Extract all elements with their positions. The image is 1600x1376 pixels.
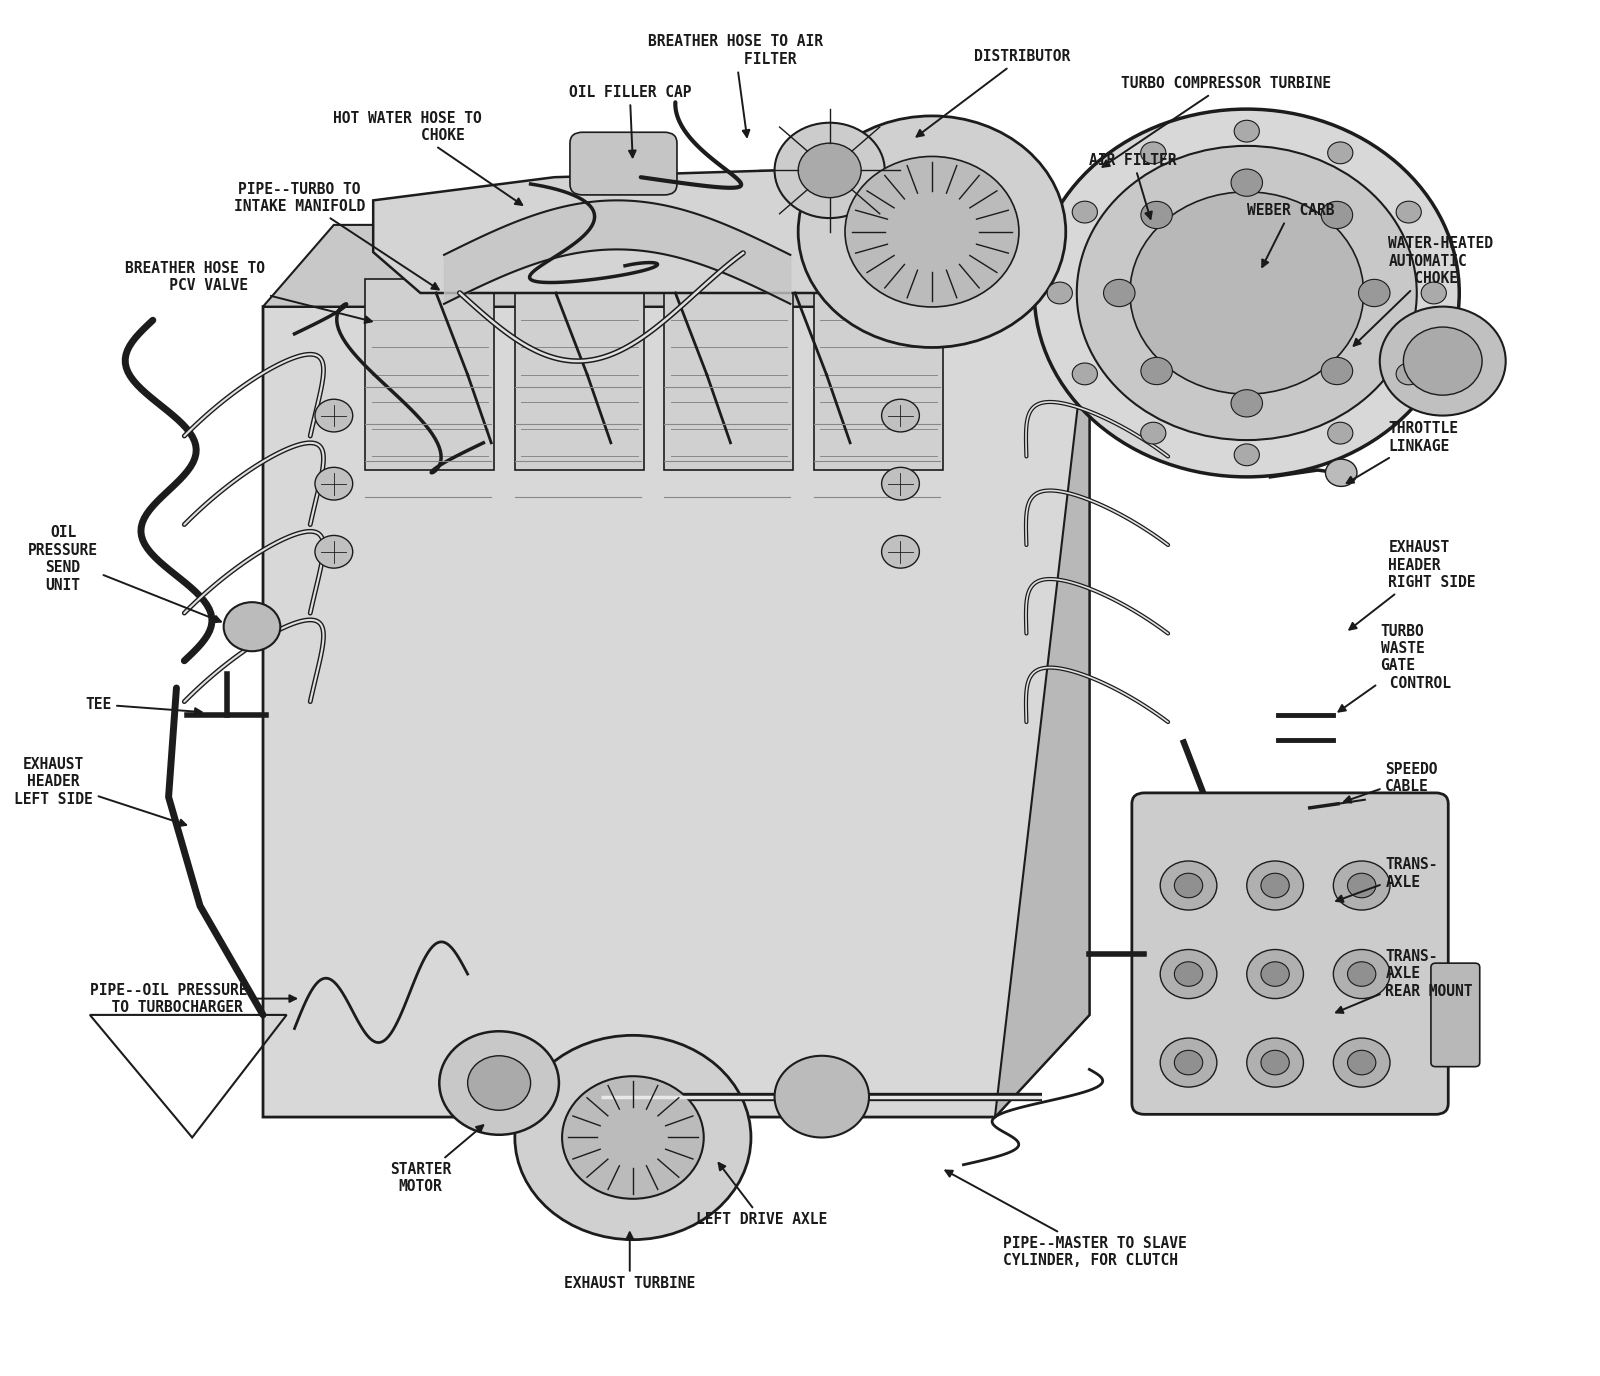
Circle shape xyxy=(1072,363,1098,385)
Text: LEFT DRIVE AXLE: LEFT DRIVE AXLE xyxy=(696,1163,827,1227)
Text: EXHAUST
HEADER
RIGHT SIDE: EXHAUST HEADER RIGHT SIDE xyxy=(1349,541,1475,630)
Circle shape xyxy=(1034,109,1459,477)
Text: OIL
PRESSURE
SEND
UNIT: OIL PRESSURE SEND UNIT xyxy=(29,526,221,622)
Text: EXHAUST TURBINE: EXHAUST TURBINE xyxy=(565,1233,696,1292)
Circle shape xyxy=(1333,1038,1390,1087)
Text: BREATHER HOSE TO AIR
        FILTER: BREATHER HOSE TO AIR FILTER xyxy=(648,34,822,136)
Circle shape xyxy=(467,1055,531,1110)
Circle shape xyxy=(1328,422,1354,444)
Text: THROTTLE
LINKAGE: THROTTLE LINKAGE xyxy=(1347,421,1459,483)
Text: TEE: TEE xyxy=(85,696,202,716)
Circle shape xyxy=(1261,874,1290,897)
Text: TURBO COMPRESSOR TURBINE: TURBO COMPRESSOR TURBINE xyxy=(1102,77,1331,166)
FancyBboxPatch shape xyxy=(365,279,494,471)
Polygon shape xyxy=(262,307,1090,1117)
Circle shape xyxy=(1174,1050,1203,1075)
Circle shape xyxy=(1333,949,1390,999)
Text: TURBO
WASTE
GATE
 CONTROL: TURBO WASTE GATE CONTROL xyxy=(1339,623,1451,711)
Circle shape xyxy=(440,1031,558,1135)
Circle shape xyxy=(1160,949,1218,999)
Circle shape xyxy=(798,143,861,198)
Circle shape xyxy=(845,157,1019,307)
Circle shape xyxy=(1358,279,1390,307)
Text: TRANS-
AXLE: TRANS- AXLE xyxy=(1336,857,1438,901)
Text: HOT WATER HOSE TO
        CHOKE: HOT WATER HOSE TO CHOKE xyxy=(333,110,522,205)
Circle shape xyxy=(1246,1038,1304,1087)
Circle shape xyxy=(315,535,352,568)
FancyBboxPatch shape xyxy=(664,279,794,471)
Circle shape xyxy=(1397,363,1421,385)
Circle shape xyxy=(1077,146,1416,440)
Polygon shape xyxy=(262,224,1168,307)
Circle shape xyxy=(1347,1050,1376,1075)
Text: WEBER CARB: WEBER CARB xyxy=(1246,204,1334,267)
Text: BREATHER HOSE TO
   PCV VALVE: BREATHER HOSE TO PCV VALVE xyxy=(125,260,371,323)
Circle shape xyxy=(1174,962,1203,987)
Circle shape xyxy=(1333,861,1390,910)
Circle shape xyxy=(1141,422,1166,444)
Text: EXHAUST
HEADER
LEFT SIDE: EXHAUST HEADER LEFT SIDE xyxy=(14,757,186,826)
Circle shape xyxy=(1246,861,1304,910)
Circle shape xyxy=(315,468,352,499)
Circle shape xyxy=(1328,142,1354,164)
Text: PIPE--OIL PRESSURE
  TO TURBOCHARGER: PIPE--OIL PRESSURE TO TURBOCHARGER xyxy=(90,982,296,1015)
Circle shape xyxy=(1234,444,1259,465)
Text: PIPE--TURBO TO
INTAKE MANIFOLD: PIPE--TURBO TO INTAKE MANIFOLD xyxy=(234,182,438,289)
Circle shape xyxy=(1261,962,1290,987)
FancyBboxPatch shape xyxy=(570,132,677,195)
Circle shape xyxy=(1246,949,1304,999)
Circle shape xyxy=(1174,874,1203,897)
Circle shape xyxy=(224,603,280,651)
Circle shape xyxy=(774,122,885,217)
Circle shape xyxy=(1347,962,1376,987)
FancyBboxPatch shape xyxy=(814,279,942,471)
Circle shape xyxy=(1421,282,1446,304)
Circle shape xyxy=(1160,861,1218,910)
Text: WATER-HEATED
AUTOMATIC
   CHOKE: WATER-HEATED AUTOMATIC CHOKE xyxy=(1354,237,1493,345)
Circle shape xyxy=(1397,201,1421,223)
Circle shape xyxy=(1046,282,1072,304)
Text: OIL FILLER CAP: OIL FILLER CAP xyxy=(568,84,691,157)
Circle shape xyxy=(1379,307,1506,416)
Text: DISTRIBUTOR: DISTRIBUTOR xyxy=(917,50,1070,136)
Circle shape xyxy=(1141,201,1173,228)
Circle shape xyxy=(1347,874,1376,897)
Text: TRANS-
AXLE
REAR MOUNT: TRANS- AXLE REAR MOUNT xyxy=(1336,949,1472,1013)
Circle shape xyxy=(1072,201,1098,223)
Circle shape xyxy=(1322,201,1352,228)
FancyBboxPatch shape xyxy=(1131,793,1448,1115)
Circle shape xyxy=(1230,169,1262,197)
Text: PIPE--MASTER TO SLAVE
CYLINDER, FOR CLUTCH: PIPE--MASTER TO SLAVE CYLINDER, FOR CLUT… xyxy=(946,1171,1187,1267)
Circle shape xyxy=(1325,460,1357,486)
Text: SPEEDO
CABLE: SPEEDO CABLE xyxy=(1344,762,1438,802)
Circle shape xyxy=(774,1055,869,1138)
Circle shape xyxy=(882,468,920,499)
Text: AIR FILTER: AIR FILTER xyxy=(1090,153,1178,219)
Circle shape xyxy=(882,399,920,432)
Circle shape xyxy=(562,1076,704,1198)
Circle shape xyxy=(1403,327,1482,395)
Circle shape xyxy=(315,399,352,432)
Polygon shape xyxy=(995,307,1090,1117)
Circle shape xyxy=(1261,1050,1290,1075)
Circle shape xyxy=(1160,1038,1218,1087)
Circle shape xyxy=(1130,191,1363,394)
Text: STARTER
MOTOR: STARTER MOTOR xyxy=(390,1126,483,1194)
Circle shape xyxy=(798,116,1066,348)
Circle shape xyxy=(515,1035,750,1240)
Polygon shape xyxy=(373,171,947,293)
Circle shape xyxy=(1104,279,1134,307)
Circle shape xyxy=(1322,358,1352,385)
Circle shape xyxy=(1230,389,1262,417)
Circle shape xyxy=(1234,120,1259,142)
Circle shape xyxy=(1141,142,1166,164)
FancyBboxPatch shape xyxy=(1430,963,1480,1066)
Circle shape xyxy=(882,535,920,568)
Circle shape xyxy=(1141,358,1173,385)
FancyBboxPatch shape xyxy=(515,279,643,471)
